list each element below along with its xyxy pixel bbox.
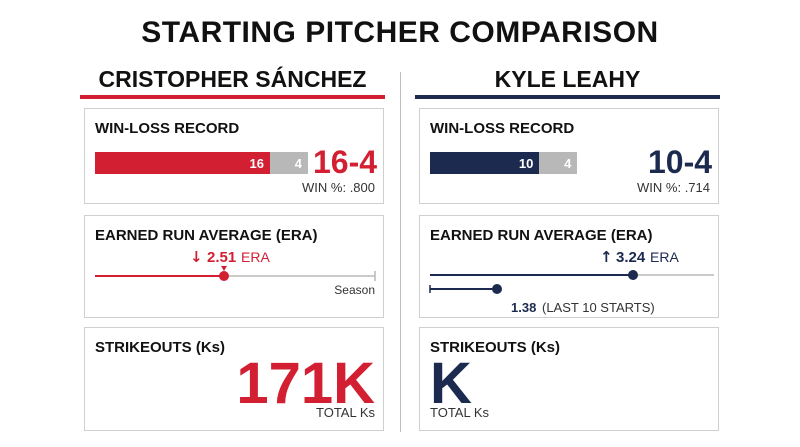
win-percentage: WIN %: .800 <box>302 180 375 195</box>
strikeouts-card: STRIKEOUTS (Ks) K TOTAL Ks <box>419 327 719 431</box>
era-card: EARNED RUN AVERAGE (ERA) ↑ 3.24 ERA 1.38… <box>419 215 719 318</box>
losses-segment: 4 <box>270 152 308 174</box>
strikeouts-value: K <box>430 351 472 416</box>
player-accent-bar <box>415 95 720 99</box>
era-season-value: 2.51 <box>207 249 236 266</box>
win-loss-title: WIN-LOSS RECORD <box>430 120 575 137</box>
era-chart-left: ↓ 2.51 ERA Season <box>95 248 376 297</box>
win-loss-bar: 10 4 <box>430 152 643 174</box>
era-axis-label: Season <box>334 283 375 297</box>
win-loss-record: 10-4 <box>648 144 713 180</box>
era-pointer-icon <box>221 266 227 271</box>
era-chart-right: ↑ 3.24 ERA 1.38 (LAST 10 STARTS) <box>429 248 714 315</box>
losses-segment: 4 <box>539 152 578 174</box>
era-last10-marker <box>492 284 502 294</box>
win-loss-card: WIN-LOSS RECORD 16 4 16-4 WIN %: .800 <box>84 108 384 204</box>
win-loss-record: 16-4 <box>313 144 378 180</box>
strikeouts-title: STRIKEOUTS (Ks) <box>95 339 226 356</box>
player-name: CRISTOPHER SÁNCHEZ <box>98 66 367 92</box>
strikeouts-label: TOTAL Ks <box>430 405 489 420</box>
page-title: STARTING PITCHER COMPARISON <box>141 16 659 49</box>
strikeouts-value: 171K <box>236 351 375 416</box>
player-name: KYLE LEAHY <box>494 66 641 92</box>
era-title: EARNED RUN AVERAGE (ERA) <box>95 227 318 244</box>
column-divider <box>400 72 401 432</box>
win-loss-title: WIN-LOSS RECORD <box>95 120 240 137</box>
win-loss-card: WIN-LOSS RECORD 10 4 10-4 WIN %: .714 <box>419 108 719 204</box>
era-arrow-icon: ↓ <box>190 248 203 266</box>
strikeouts-card: STRIKEOUTS (Ks) 171K TOTAL Ks <box>84 327 384 431</box>
era-arrow-icon: ↑ <box>600 248 613 266</box>
player-accent-bar <box>80 95 385 99</box>
wins-segment: 10 <box>430 152 540 174</box>
strikeouts-label: TOTAL Ks <box>316 405 375 420</box>
win-loss-bar: 16 4 <box>95 152 308 174</box>
era-card: EARNED RUN AVERAGE (ERA) ↓ 2.51 ERA Seas… <box>84 215 384 318</box>
era-last10-value: 1.38 <box>511 300 536 315</box>
era-season-value: 3.24 <box>616 249 646 266</box>
era-season-marker <box>219 271 229 281</box>
era-suffix: ERA <box>650 249 679 265</box>
era-suffix: ERA <box>241 249 270 265</box>
wins-segment: 16 <box>95 152 270 174</box>
era-season-marker <box>628 270 638 280</box>
era-title: EARNED RUN AVERAGE (ERA) <box>430 227 653 244</box>
strikeouts-title: STRIKEOUTS (Ks) <box>430 339 561 356</box>
win-percentage: WIN %: .714 <box>637 180 710 195</box>
era-last10-suffix: (LAST 10 STARTS) <box>542 300 655 315</box>
